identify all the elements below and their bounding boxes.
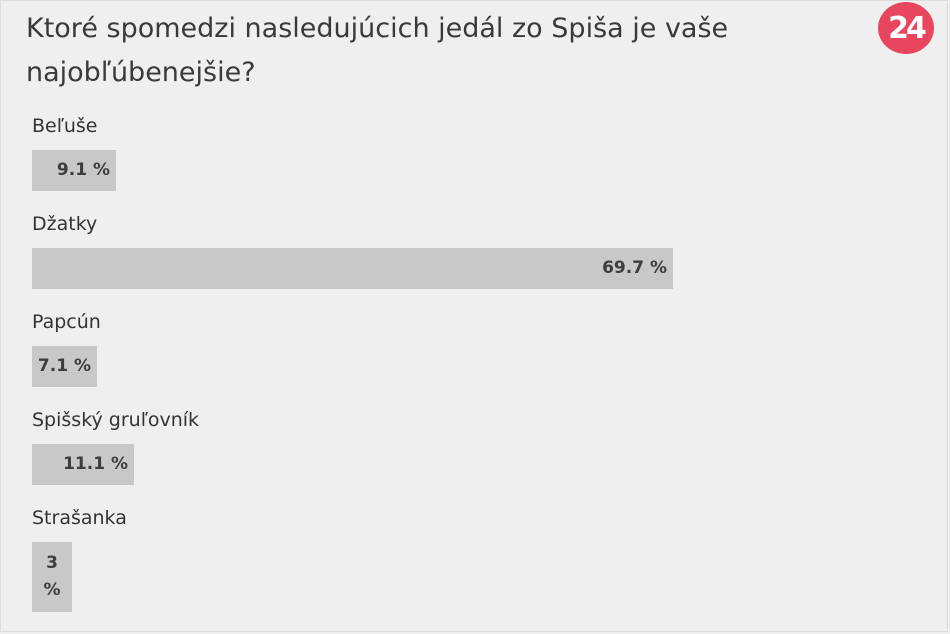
percent-value: 11.1 % xyxy=(63,454,128,474)
percent-value: 9.1 % xyxy=(56,160,110,180)
option-label: Džatky xyxy=(32,213,98,235)
result-bar: 7.1 % xyxy=(32,346,97,387)
result-bar: 9.1 % xyxy=(32,150,116,191)
percent-value: 3 % xyxy=(43,553,61,600)
poll-options: Beľuše 9.1 % Džatky 69.7 % Papcún 7.1 % … xyxy=(32,113,922,612)
poll-option: Spišský gruľovník 11.1 % xyxy=(32,407,922,505)
result-bar: 69.7 % xyxy=(32,248,673,289)
brand-logo[interactable]: 24 xyxy=(878,2,934,54)
result-bar: 11.1 % xyxy=(32,444,134,485)
percent-value: 69.7 % xyxy=(602,258,667,278)
poll-question: Ktoré spomedzi nasledujúcich jedál zo Sp… xyxy=(26,13,729,88)
poll-option: Strašanka 3 % xyxy=(32,505,922,612)
poll-option: Beľuše 9.1 % xyxy=(32,113,922,211)
option-label: Beľuše xyxy=(32,115,98,137)
option-label: Strašanka xyxy=(32,507,127,529)
poll-option: Džatky 69.7 % xyxy=(32,211,922,309)
poll-option: Papcún 7.1 % xyxy=(32,309,922,407)
option-label: Spišský gruľovník xyxy=(32,409,200,431)
result-bar: 3 % xyxy=(32,542,72,612)
percent-value: 7.1 % xyxy=(37,356,91,376)
option-label: Papcún xyxy=(32,311,101,333)
